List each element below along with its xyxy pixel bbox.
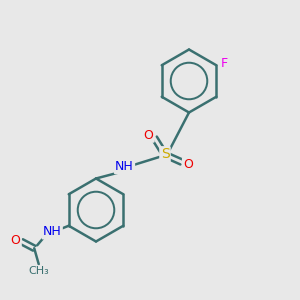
- Text: F: F: [221, 57, 228, 70]
- Text: S: S: [160, 148, 169, 161]
- Text: O: O: [11, 234, 21, 247]
- Text: O: O: [144, 128, 153, 142]
- Text: NH: NH: [115, 160, 134, 173]
- Text: CH₃: CH₃: [28, 266, 49, 276]
- Text: NH: NH: [43, 225, 62, 238]
- Text: O: O: [183, 158, 193, 172]
